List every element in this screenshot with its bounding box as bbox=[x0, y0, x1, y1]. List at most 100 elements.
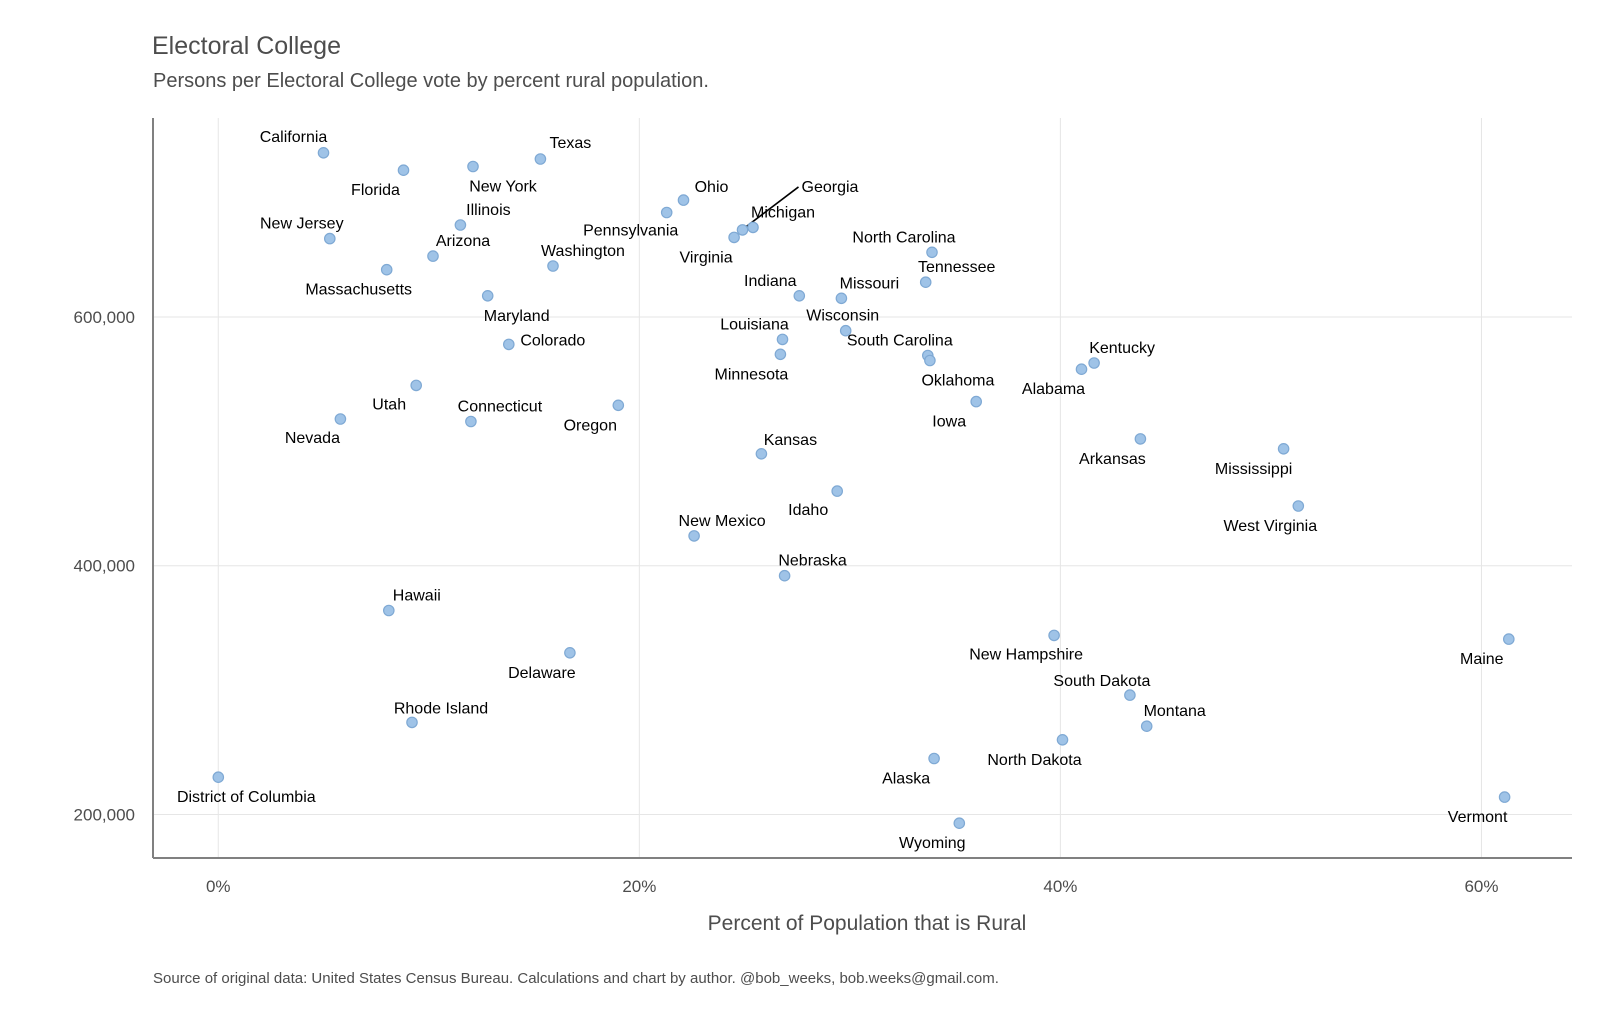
point-label-kentucky: Kentucky bbox=[1089, 340, 1155, 357]
point-label-iowa: Iowa bbox=[932, 414, 966, 431]
point-label-nebraska: Nebraska bbox=[778, 553, 847, 570]
point-label-vermont: Vermont bbox=[1448, 809, 1508, 826]
point-louisiana bbox=[776, 333, 789, 346]
point-label-illinois: Illinois bbox=[466, 202, 510, 219]
chart-caption: Source of original data: United States C… bbox=[153, 970, 999, 987]
point-label-tennessee: Tennessee bbox=[918, 259, 995, 276]
point-idaho bbox=[831, 485, 843, 497]
point-wyoming bbox=[953, 817, 966, 829]
point-label-oregon: Oregon bbox=[564, 417, 617, 434]
point-labels: California Florida New York Texas Illinois Ne… bbox=[177, 129, 1508, 852]
point-label-new-york: New York bbox=[469, 179, 538, 196]
point-label-rhode-island: Rhode Island bbox=[394, 700, 488, 717]
point-arkansas bbox=[1134, 433, 1147, 445]
point-tennessee bbox=[919, 276, 932, 288]
point-missouri bbox=[835, 292, 848, 305]
point-north-carolina bbox=[926, 246, 938, 259]
chart-subtitle: Persons per Electoral College vote by pe… bbox=[153, 70, 709, 92]
point-label-michigan: Michigan bbox=[751, 204, 815, 221]
point-label-alabama: Alabama bbox=[1022, 381, 1085, 398]
point-label-west-virginia: West Virginia bbox=[1223, 518, 1317, 535]
point-label-pennsylvania: Pennsylvania bbox=[583, 223, 678, 240]
point-colorado bbox=[502, 338, 515, 351]
point-california bbox=[317, 147, 330, 159]
chart-title: Electoral College bbox=[152, 32, 341, 60]
point-michigan bbox=[747, 221, 759, 234]
point-pennsylvania bbox=[660, 206, 673, 219]
point-label-south-carolina: South Carolina bbox=[847, 333, 953, 350]
point-north-dakota bbox=[1056, 733, 1069, 746]
point-label-arizona: Arizona bbox=[436, 233, 490, 250]
point-label-nevada: Nevada bbox=[285, 430, 340, 447]
point-utah bbox=[410, 379, 422, 392]
point-district-of-columbia bbox=[212, 771, 225, 783]
tick-labels: 0% 20% 40% 60% 200,000 400,000 600,000 bbox=[74, 308, 1499, 896]
x-tick-label: 60% bbox=[1464, 877, 1498, 896]
point-label-hawaii: Hawaii bbox=[393, 588, 441, 605]
point-montana bbox=[1140, 720, 1153, 732]
point-label-arkansas: Arkansas bbox=[1079, 451, 1146, 468]
point-label-alaska: Alaska bbox=[882, 771, 930, 788]
point-label-north-dakota: North Dakota bbox=[987, 752, 1081, 769]
data-points bbox=[212, 147, 1515, 829]
point-label-north-carolina: North Carolina bbox=[852, 229, 955, 246]
x-axis-title: Percent of Population that is Rural bbox=[708, 912, 1027, 935]
point-new-mexico bbox=[688, 530, 700, 542]
point-florida bbox=[397, 164, 410, 176]
y-tick-label: 200,000 bbox=[74, 805, 135, 824]
point-label-idaho: Idaho bbox=[788, 502, 828, 519]
x-tick-label: 0% bbox=[206, 877, 231, 896]
point-new-hampshire bbox=[1048, 629, 1060, 642]
point-nebraska bbox=[778, 569, 791, 582]
point-illinois bbox=[454, 219, 467, 231]
point-indiana bbox=[793, 289, 806, 302]
point-label-utah: Utah bbox=[372, 396, 406, 413]
point-iowa bbox=[970, 395, 982, 408]
point-kansas bbox=[755, 447, 768, 460]
point-vermont bbox=[1498, 791, 1511, 803]
point-label-florida: Florida bbox=[351, 182, 400, 199]
point-texas bbox=[534, 153, 547, 165]
point-label-new-mexico: New Mexico bbox=[679, 513, 766, 530]
point-label-louisiana: Louisiana bbox=[720, 316, 789, 333]
point-nevada bbox=[334, 413, 347, 425]
gridlines bbox=[153, 118, 1572, 858]
leader-line-georgia bbox=[744, 186, 799, 229]
point-label-washington: Washington bbox=[541, 243, 625, 260]
point-delaware bbox=[564, 646, 576, 659]
point-alaska bbox=[928, 752, 940, 765]
point-label-missouri: Missouri bbox=[840, 275, 900, 292]
point-label-texas: Texas bbox=[550, 135, 592, 152]
point-wisconsin bbox=[839, 324, 852, 337]
point-label-montana: Montana bbox=[1144, 703, 1206, 720]
point-rhode-island bbox=[406, 716, 418, 729]
point-label-oklahoma: Oklahoma bbox=[921, 373, 994, 390]
point-label-virginia: Virginia bbox=[680, 249, 733, 266]
point-label-delaware: Delaware bbox=[508, 665, 576, 682]
point-label-mississippi: Mississippi bbox=[1215, 461, 1292, 478]
y-tick-label: 600,000 bbox=[74, 308, 135, 327]
point-new-york bbox=[467, 160, 479, 173]
point-label-maryland: Maryland bbox=[484, 308, 550, 325]
point-label-district-of-columbia: District of Columbia bbox=[177, 789, 316, 806]
point-massachusetts bbox=[380, 263, 393, 276]
point-label-south-dakota: South Dakota bbox=[1053, 673, 1150, 690]
point-label-maine: Maine bbox=[1460, 651, 1504, 668]
x-tick-label: 20% bbox=[622, 877, 656, 896]
point-west-virginia bbox=[1292, 500, 1305, 512]
point-georgia bbox=[736, 224, 749, 236]
point-washington bbox=[547, 260, 559, 272]
point-label-ohio: Ohio bbox=[695, 179, 729, 196]
point-maine bbox=[1503, 633, 1515, 645]
point-label-indiana: Indiana bbox=[744, 273, 797, 290]
point-virginia bbox=[728, 231, 740, 244]
point-label-colorado: Colorado bbox=[520, 332, 585, 349]
label-leaders bbox=[744, 186, 799, 229]
point-label-kansas: Kansas bbox=[764, 432, 817, 449]
point-maryland bbox=[481, 289, 494, 302]
point-south-dakota bbox=[1124, 689, 1136, 701]
point-label-new-jersey: New Jersey bbox=[260, 216, 344, 233]
x-tick-label: 40% bbox=[1043, 877, 1077, 896]
point-ohio bbox=[677, 194, 690, 206]
